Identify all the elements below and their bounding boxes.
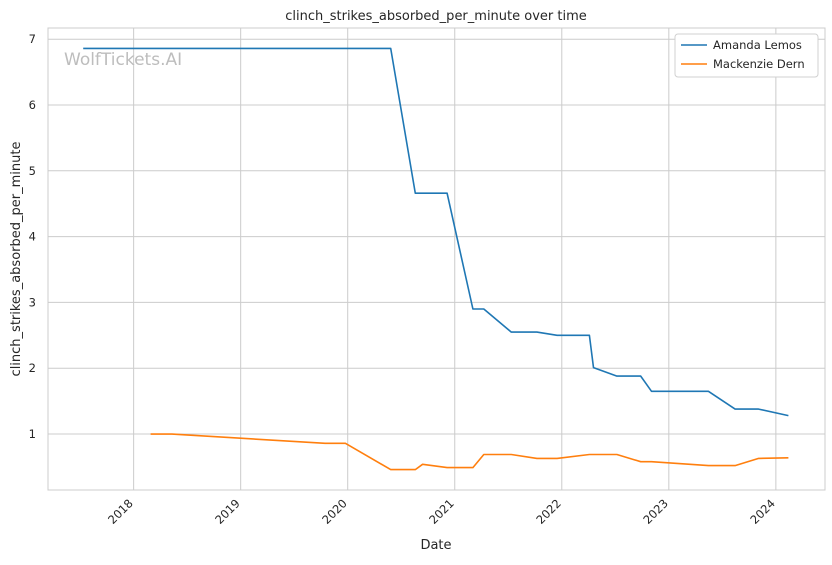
y-tick-label: 2	[29, 361, 36, 375]
x-tick-label: 2019	[212, 496, 243, 527]
x-tick-label: 2018	[105, 496, 136, 527]
y-axis-label: clinch_strikes_absorbed_per_minute	[9, 142, 24, 377]
legend-label-amanda-lemos: Amanda Lemos	[713, 38, 802, 52]
legend: Amanda Lemos Mackenzie Dern	[674, 33, 819, 78]
series-line-mackenzie-dern	[150, 433, 789, 471]
x-tick-label: 2020	[319, 496, 350, 527]
y-tick-labels: 1 2 3 4 5 6 7	[29, 32, 36, 441]
y-tick-label: 1	[29, 427, 36, 441]
plot-frame	[47, 27, 826, 491]
x-axis-label: Date	[420, 538, 451, 553]
watermark: WolfTickets.AI	[64, 50, 182, 70]
legend-label-mackenzie-dern: Mackenzie Dern	[713, 57, 805, 71]
series-line-amanda-lemos	[83, 47, 789, 417]
grid	[48, 28, 825, 490]
y-tick-label: 5	[29, 164, 36, 178]
x-tick-label: 2024	[747, 496, 778, 527]
x-tick-label: 2022	[533, 496, 564, 527]
y-tick-label: 7	[29, 32, 36, 46]
chart-title: clinch_strikes_absorbed_per_minute over …	[285, 9, 587, 24]
legend-box	[674, 33, 819, 78]
y-tick-label: 3	[29, 295, 36, 309]
y-tick-label: 6	[29, 98, 36, 112]
y-tick-label: 4	[29, 230, 36, 244]
series-group	[83, 47, 789, 471]
x-tick-label: 2021	[426, 496, 457, 527]
x-tick-labels: 2018 2019 2020 2021 2022 2023 2024	[105, 496, 778, 527]
x-tick-label: 2023	[640, 496, 671, 527]
